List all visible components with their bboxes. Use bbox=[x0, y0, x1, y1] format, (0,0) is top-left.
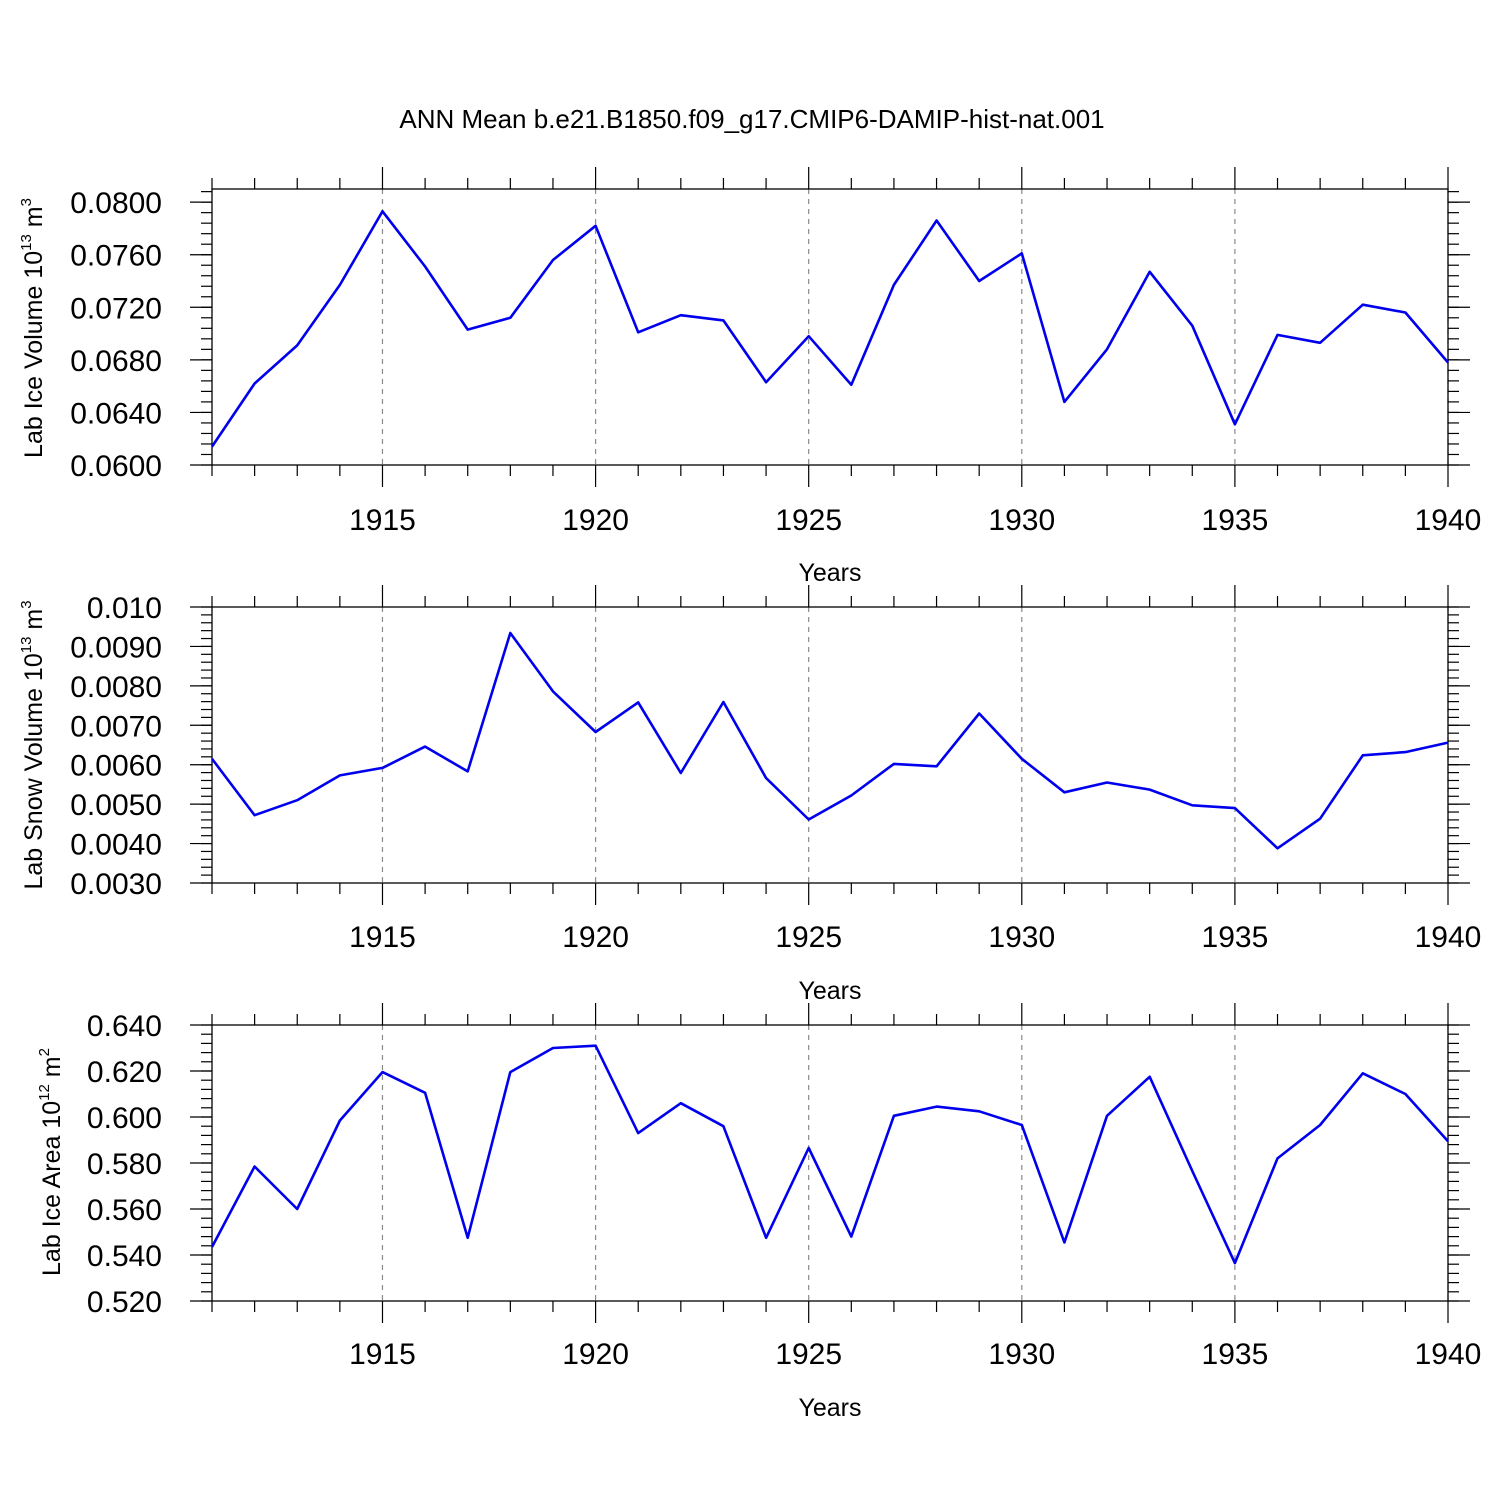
x-tick-label: 1930 bbox=[988, 921, 1055, 954]
figure-title: ANN Mean b.e21.B1850.f09_g17.CMIP6-DAMIP… bbox=[399, 104, 1104, 134]
x-tick-label: 1925 bbox=[775, 1338, 842, 1371]
x-tick-label: 1940 bbox=[1415, 921, 1482, 954]
ylabel-unit: m bbox=[20, 609, 48, 637]
y-tick-label: 0.0680 bbox=[70, 345, 162, 378]
panel-lab-ice-volume: Lab Ice Volume 1013 m3 0.0600 0.0640 0.068… bbox=[18, 167, 1481, 587]
y-tick-label: 0.0760 bbox=[70, 240, 162, 273]
x-tick-label: 1935 bbox=[1202, 1338, 1269, 1371]
ylabel-unit-exponent: 3 bbox=[18, 600, 35, 608]
panel-lab-snow-volume-ylabel: Lab Snow Volume 1013 m3 bbox=[18, 600, 48, 889]
y-tick-label: 0.640 bbox=[87, 1010, 162, 1043]
ylabel-exponent: 13 bbox=[18, 234, 35, 251]
x-tick-label: 1915 bbox=[349, 921, 416, 954]
ylabel-main: Lab Snow Volume 10 bbox=[20, 653, 48, 889]
y-tick-label: 0.0090 bbox=[70, 631, 162, 664]
ylabel-main: Lab Ice Area 10 bbox=[38, 1101, 66, 1276]
y-tick-label: 0.560 bbox=[87, 1194, 162, 1227]
y-tick-label: 0.600 bbox=[87, 1102, 162, 1135]
x-tick-label: 1935 bbox=[1202, 504, 1269, 537]
x-tick-label: 1915 bbox=[349, 1338, 416, 1371]
ylabel-main: Lab Ice Volume 10 bbox=[20, 251, 48, 458]
series-line bbox=[210, 631, 1449, 850]
ylabel-exponent: 13 bbox=[18, 637, 35, 654]
x-tick-label: 1940 bbox=[1415, 1338, 1482, 1371]
y-tick-label: 0.010 bbox=[87, 592, 162, 625]
y-tick-label: 0.540 bbox=[87, 1240, 162, 1273]
x-axis-label: Years bbox=[798, 977, 861, 1005]
plot-frame bbox=[211, 1024, 1449, 1302]
x-tick-label: 1925 bbox=[775, 921, 842, 954]
x-tick-label: 1915 bbox=[349, 504, 416, 537]
panel-lab-ice-volume-ylabel: Lab Ice Volume 1013 m3 bbox=[18, 198, 48, 458]
x-tick-label: 1925 bbox=[775, 504, 842, 537]
y-tick-label: 0.0600 bbox=[70, 450, 162, 483]
y-tick-label: 0.0030 bbox=[70, 868, 162, 901]
x-axis-label: Years bbox=[798, 559, 861, 587]
x-tick-label: 1920 bbox=[562, 1338, 629, 1371]
y-tick-label: 0.0080 bbox=[70, 671, 162, 704]
panel-lab-snow-volume: Lab Snow Volume 1013 m3 0.0030 0.0040 0.00… bbox=[18, 585, 1481, 1005]
ylabel-exponent: 12 bbox=[36, 1084, 53, 1101]
panel-lab-ice-area-ylabel: Lab Ice Area 1012 m2 bbox=[36, 1048, 66, 1276]
plot-frame bbox=[211, 188, 1449, 466]
x-tick-label: 1930 bbox=[988, 504, 1055, 537]
ylabel-unit: m bbox=[20, 206, 48, 234]
y-tick-label: 0.0050 bbox=[70, 789, 162, 822]
y-tick-label: 0.0720 bbox=[70, 292, 162, 325]
x-tick-label: 1930 bbox=[988, 1338, 1055, 1371]
y-tick-label: 0.580 bbox=[87, 1148, 162, 1181]
plot-frame bbox=[211, 606, 1449, 884]
y-tick-label: 0.520 bbox=[87, 1286, 162, 1319]
x-tick-label: 1935 bbox=[1202, 921, 1269, 954]
x-tick-label: 1920 bbox=[562, 504, 629, 537]
y-tick-label: 0.0040 bbox=[70, 829, 162, 862]
panel-lab-ice-area: Lab Ice Area 1012 m2 0.520 0.540 0.560 0.58… bbox=[36, 1003, 1481, 1422]
series-line bbox=[210, 210, 1449, 448]
y-tick-label: 0.620 bbox=[87, 1056, 162, 1089]
x-tick-label: 1940 bbox=[1415, 504, 1482, 537]
x-tick-label: 1920 bbox=[562, 921, 629, 954]
ylabel-unit-exponent: 3 bbox=[18, 198, 35, 206]
ylabel-unit-exponent: 2 bbox=[36, 1048, 53, 1056]
y-tick-label: 0.0070 bbox=[70, 710, 162, 743]
y-tick-label: 0.0640 bbox=[70, 397, 162, 430]
x-axis-label: Years bbox=[798, 1394, 861, 1422]
y-tick-label: 0.0060 bbox=[70, 750, 162, 783]
series-line bbox=[210, 1044, 1449, 1265]
y-tick-label: 0.0800 bbox=[70, 187, 162, 220]
ylabel-unit: m bbox=[38, 1056, 66, 1084]
